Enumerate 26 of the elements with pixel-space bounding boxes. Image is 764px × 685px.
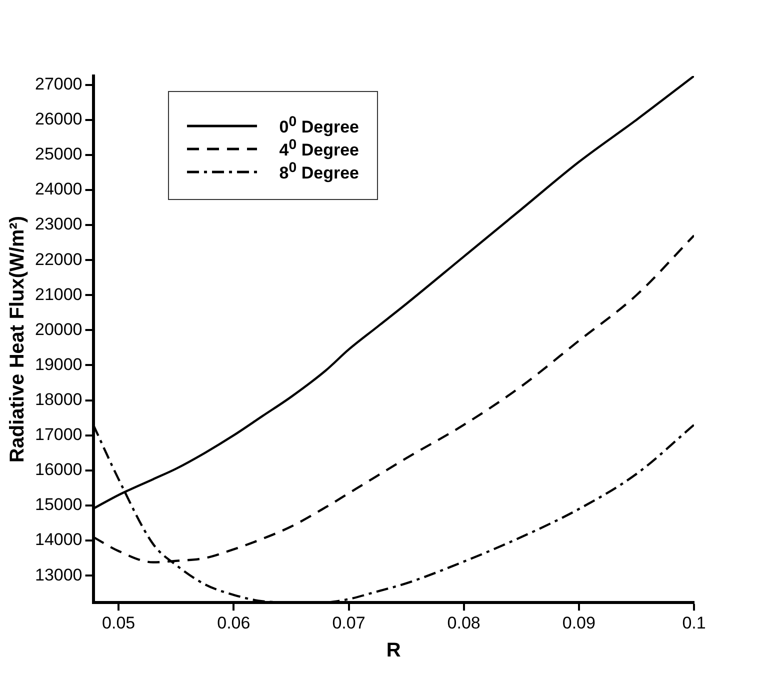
y-tick-label: 15000: [34, 495, 82, 514]
y-tick-label: 24000: [34, 180, 82, 199]
legend-label: 8$^{0}$ Degree: [279, 160, 359, 184]
y-tick-label: 23000: [34, 214, 82, 234]
y-axis-title: Radiative Heat Flux(W/m²): [6, 216, 29, 463]
legend-label: 0$^{0}$ Degree: [279, 114, 359, 138]
x-axis-title: R: [386, 640, 402, 662]
x-tick-label: 0.07: [332, 613, 366, 632]
y-tick-label: 27000: [34, 74, 82, 94]
y-tick-label: 14000: [34, 530, 82, 550]
x-tick-label: 0.09: [562, 613, 596, 632]
y-tick-label: 18000: [34, 390, 82, 409]
x-tick-label: 0.1: [682, 613, 706, 632]
y-tick-label: 26000: [34, 110, 82, 129]
x-tick-label: 0.08: [447, 613, 480, 632]
y-tick-label: 19000: [34, 354, 82, 374]
y-tick-label: 13000: [34, 565, 82, 584]
y-tick-label: 17000: [34, 425, 82, 444]
y-tick-label: 22000: [34, 250, 82, 269]
x-tick-label: 0.05: [102, 613, 136, 632]
y-tick-label: 25000: [34, 144, 82, 164]
legend-label: 4$^{0}$ Degree: [279, 136, 359, 160]
y-tick-label: 20000: [34, 320, 82, 339]
y-tick-label: 21000: [34, 284, 82, 304]
y-tick-label: 16000: [34, 460, 82, 480]
x-tick-label: 0.06: [217, 613, 250, 632]
